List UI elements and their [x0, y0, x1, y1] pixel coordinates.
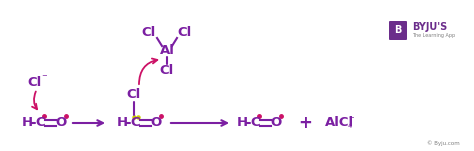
Text: B: B	[394, 25, 401, 35]
Text: $_4^-$: $_4^-$	[347, 116, 356, 130]
Text: $^-$: $^-$	[40, 73, 48, 83]
Text: Cl: Cl	[28, 77, 42, 90]
Text: +: +	[298, 114, 312, 132]
FancyBboxPatch shape	[389, 21, 407, 40]
Text: O: O	[55, 117, 67, 130]
Text: H: H	[237, 117, 247, 130]
Text: C: C	[35, 117, 45, 130]
Text: Cl: Cl	[127, 88, 141, 101]
Text: The Learning App: The Learning App	[412, 32, 455, 37]
Text: H: H	[21, 117, 33, 130]
Text: H: H	[117, 117, 128, 130]
Text: C: C	[130, 117, 140, 130]
Text: O: O	[150, 117, 162, 130]
Text: Cl: Cl	[160, 64, 174, 77]
Text: © Byju.com: © Byju.com	[427, 140, 460, 146]
Text: O: O	[270, 117, 282, 130]
Text: C: C	[250, 117, 260, 130]
Text: Cl: Cl	[142, 26, 156, 40]
Text: Cl: Cl	[178, 26, 192, 40]
Text: AlCl: AlCl	[325, 117, 354, 130]
Text: Al: Al	[160, 45, 174, 58]
Text: BYJU'S: BYJU'S	[412, 22, 447, 32]
